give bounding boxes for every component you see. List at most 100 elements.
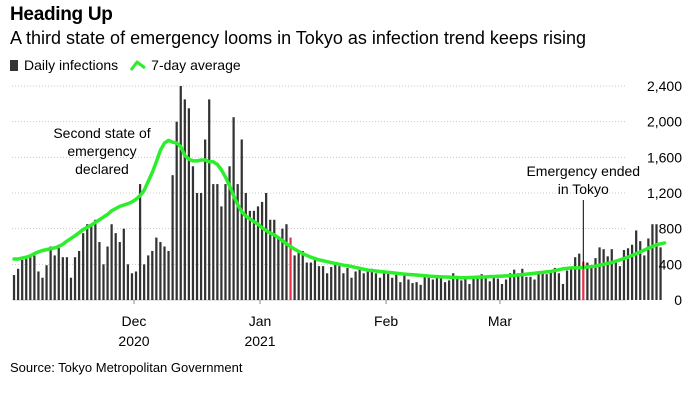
bar-daily-139 (578, 253, 581, 300)
bar-daily-83 (350, 277, 353, 300)
bar-daily-142 (590, 267, 593, 300)
bar-daily-106 (443, 282, 447, 300)
bar-daily-45 (195, 193, 199, 300)
bar-daily-47 (204, 139, 207, 300)
legend-label-daily: Daily infections (24, 57, 119, 73)
bar-daily-129 (537, 271, 540, 300)
bar-daily-3 (25, 257, 28, 300)
bar-daily-46 (199, 193, 203, 300)
bar-daily-99 (415, 282, 418, 300)
bar-daily-66 (281, 228, 284, 300)
legend-label-average: 7-day average (151, 57, 241, 73)
annotation-emergency-ended-line-0: Emergency ended (526, 163, 640, 179)
bar-daily-109 (456, 275, 459, 300)
bar-daily-42 (183, 99, 186, 301)
bar-daily-57 (244, 193, 247, 300)
bar-daily-105 (439, 277, 443, 300)
bar-daily-104 (435, 277, 439, 300)
bar-daily-35 (155, 237, 158, 300)
bar-daily-100 (419, 284, 422, 300)
bar-daily-11 (57, 244, 60, 300)
xtick-label-feb: Feb (374, 313, 398, 329)
bar-daily-133 (553, 267, 556, 300)
bar-daily-14 (69, 277, 73, 300)
bar-daily-93 (391, 277, 394, 300)
bar-daily-147 (610, 249, 613, 300)
chart-title: Heading Up (10, 4, 113, 25)
legend: Daily infections 7-day average (10, 55, 253, 75)
bar-daily-65 (277, 237, 280, 300)
bar-daily-152 (630, 244, 634, 300)
bar-daily-102 (427, 277, 430, 300)
bar-daily-126 (525, 276, 528, 300)
bar-daily-51 (220, 206, 223, 301)
xtick-label-mar: Mar (488, 313, 512, 329)
ytick-label-1600: 1,600 (647, 149, 682, 165)
bar-daily-32 (143, 264, 146, 300)
bar-daily-82 (346, 267, 349, 300)
chart-subtitle: A third state of emergency looms in Toky… (10, 28, 586, 48)
bar-daily-130 (541, 273, 544, 300)
bar-daily-62 (265, 193, 268, 300)
bar-daily-56 (240, 139, 243, 300)
bar-daily-115 (480, 274, 483, 300)
bar-daily-141 (586, 262, 589, 300)
bar-daily-88 (370, 268, 373, 300)
bar-daily-15 (73, 257, 77, 300)
bar-daily-136 (565, 270, 569, 300)
bar-daily-79 (334, 262, 337, 300)
bar-daily-37 (163, 246, 166, 300)
bar-daily-30 (134, 271, 138, 300)
bar-daily-158 (655, 224, 658, 300)
bar-daily-80 (338, 266, 341, 300)
bar-daily-123 (513, 269, 516, 300)
ytick-label-2000: 2,000 (647, 114, 682, 130)
bar-daily-94 (395, 275, 398, 300)
bar-daily-54 (232, 117, 235, 301)
bar-daily-140 (582, 261, 585, 300)
bar-daily-20 (94, 219, 97, 300)
bar-daily-25 (114, 233, 117, 301)
bar-daily-67 (285, 224, 288, 300)
xtick-year-2020: 2020 (118, 333, 149, 349)
annotation-second-emergency-line-2: declared (75, 161, 129, 177)
bar-daily-55 (236, 184, 239, 300)
bar-daily-101 (423, 275, 426, 300)
bar-daily-0 (12, 275, 16, 300)
bar-daily-121 (504, 279, 508, 300)
ytick-label-0: 0 (674, 292, 682, 308)
bar-daily-119 (496, 278, 500, 300)
bar-daily-149 (618, 266, 622, 300)
annotation-second-emergency-line-0: Second state of (53, 125, 150, 141)
bar-daily-40 (175, 121, 178, 300)
bar-daily-17 (82, 233, 85, 301)
legend-item-average: 7-day average (130, 57, 241, 73)
bar-daily-114 (476, 278, 479, 300)
bar-daily-22 (102, 264, 105, 300)
bar-daily-19 (90, 224, 93, 300)
bar-daily-145 (602, 249, 605, 300)
bar-daily-108 (452, 273, 455, 300)
bar-daily-131 (545, 274, 548, 300)
bar-daily-52 (224, 184, 227, 300)
bar-daily-132 (549, 272, 552, 300)
bar-daily-73 (309, 262, 312, 300)
bar-daily-128 (533, 279, 536, 300)
bar-daily-146 (606, 256, 609, 300)
legend-bar-swatch (10, 59, 18, 71)
bar-daily-2 (21, 259, 24, 301)
xtick-label-jan: Jan (249, 313, 272, 329)
bar-daily-75 (317, 266, 321, 300)
bar-daily-151 (626, 248, 630, 300)
bar-daily-156 (647, 238, 650, 300)
bar-daily-137 (569, 268, 573, 300)
bar-daily-153 (635, 230, 638, 300)
bar-daily-134 (557, 273, 561, 300)
bar-daily-27 (122, 228, 125, 300)
bar-daily-59 (252, 210, 256, 300)
bar-daily-150 (622, 250, 626, 300)
xtick-year-2021: 2021 (244, 333, 275, 349)
bar-daily-97 (407, 279, 410, 300)
bar-daily-21 (98, 242, 101, 300)
bar-daily-34 (151, 250, 154, 300)
